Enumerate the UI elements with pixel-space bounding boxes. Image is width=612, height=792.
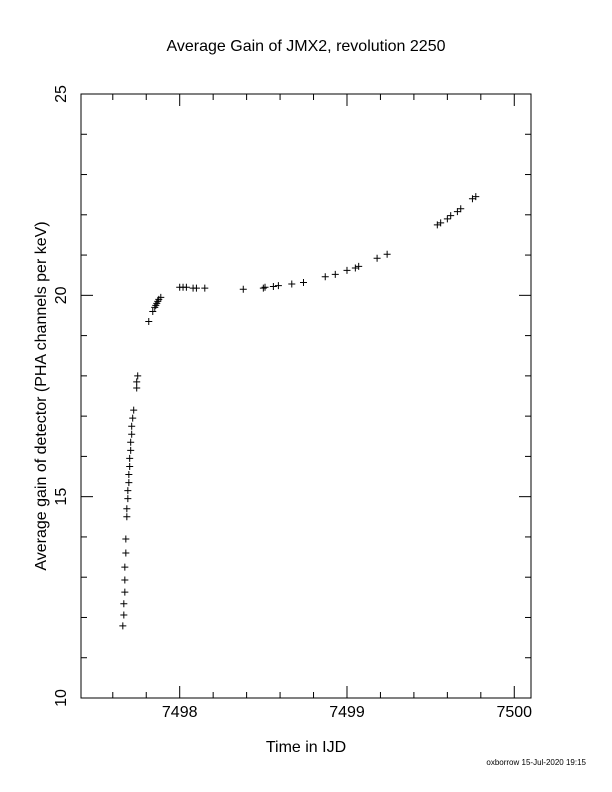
x-tick-label: 7499	[329, 704, 365, 721]
data-point	[269, 282, 277, 290]
data-point	[126, 462, 134, 470]
data-point	[130, 406, 138, 414]
data-point	[128, 422, 136, 430]
data-point	[127, 438, 135, 446]
data-point	[383, 250, 391, 258]
data-point	[121, 563, 129, 571]
y-tick-label: 25	[53, 85, 70, 103]
plot-frame	[80, 93, 532, 699]
data-point	[457, 205, 465, 213]
data-point	[123, 513, 131, 521]
y-axis-label: Average gain of detector (PHA channels p…	[33, 221, 50, 570]
data-point	[351, 264, 359, 272]
x-tick-label: 7498	[162, 704, 198, 721]
data-point	[149, 307, 157, 315]
data-point	[182, 283, 190, 291]
footer: oxborrow 15-Jul-2020 19:15	[486, 758, 586, 767]
data-point	[125, 479, 133, 487]
data-point	[261, 283, 269, 291]
data-point	[331, 270, 339, 278]
data-point	[121, 588, 129, 596]
data-point	[321, 273, 329, 281]
data-point	[124, 495, 132, 503]
data-point	[355, 262, 363, 270]
data-point	[124, 487, 132, 495]
chart-title: Average Gain of JMX2, revolution 2250	[167, 38, 446, 55]
data-point	[472, 193, 480, 201]
x-axis-label: Time in IJD	[266, 739, 346, 756]
data-point	[447, 212, 455, 220]
data-point	[133, 378, 141, 386]
data-point	[343, 266, 351, 274]
data-point	[119, 622, 127, 630]
data-point	[122, 535, 130, 543]
data-point	[145, 318, 153, 326]
data-point	[125, 471, 133, 479]
data-point	[126, 454, 134, 462]
data-point	[122, 549, 130, 557]
x-tick-label: 7500	[496, 704, 532, 721]
data-point	[437, 219, 445, 227]
data-point	[121, 576, 129, 584]
data-point	[120, 611, 128, 619]
data-point	[133, 384, 141, 392]
data-point	[201, 284, 209, 292]
data-point	[129, 414, 137, 422]
y-tick-label: 15	[53, 488, 70, 506]
data-point	[192, 284, 200, 292]
data-point	[274, 282, 282, 290]
data-point	[239, 285, 247, 293]
data-point	[157, 293, 165, 301]
data-point	[134, 372, 142, 380]
data-point	[288, 280, 296, 288]
data-point	[373, 254, 381, 262]
y-tick-label: 20	[53, 286, 70, 304]
data-point	[128, 430, 136, 438]
data-point	[127, 446, 135, 454]
data-point	[443, 215, 451, 223]
data-point	[259, 284, 267, 292]
data-point	[120, 600, 128, 608]
data-point	[299, 278, 307, 286]
y-tick-label: 10	[53, 689, 70, 707]
data-point	[123, 505, 131, 513]
